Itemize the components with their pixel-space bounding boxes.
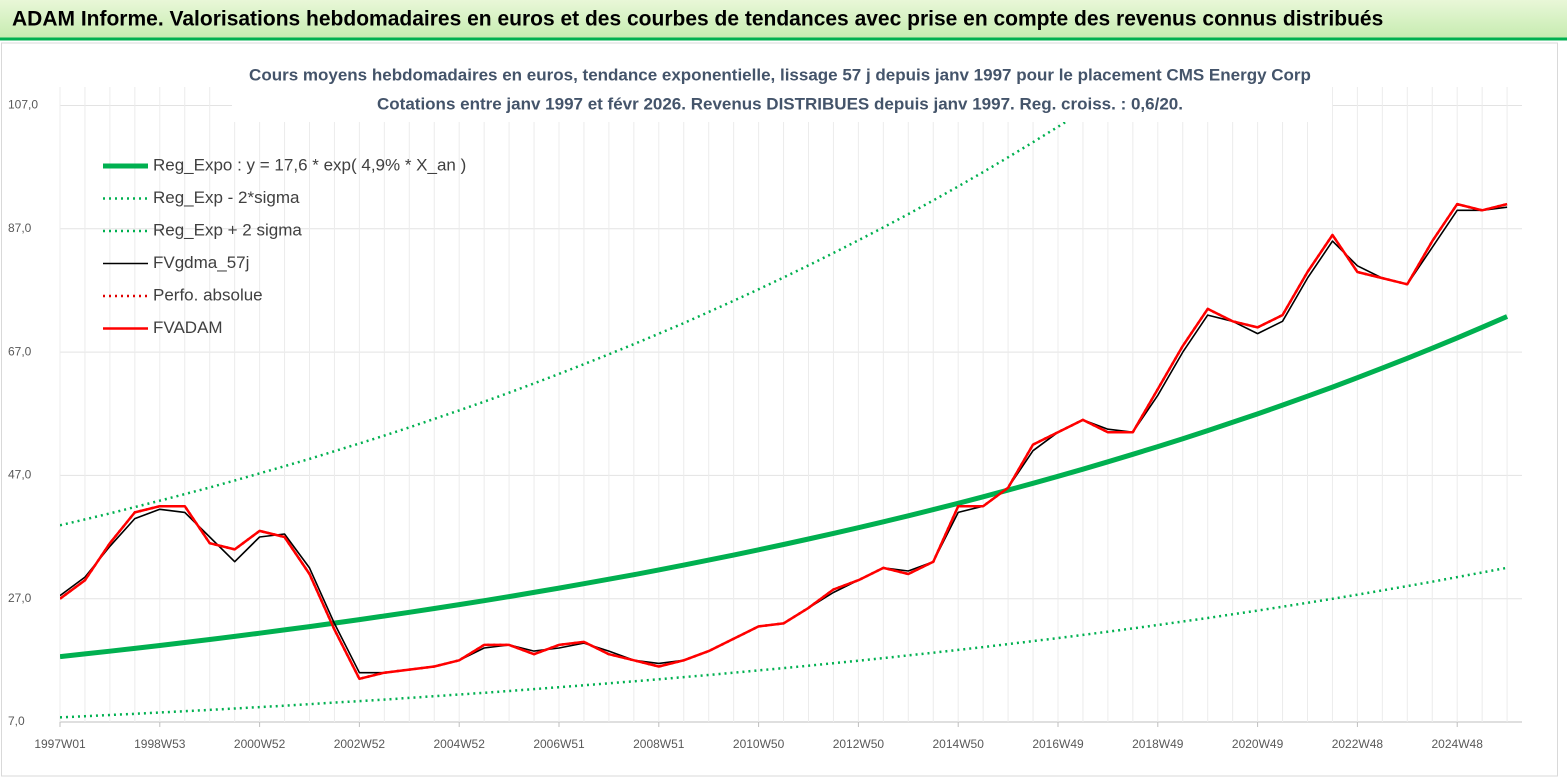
x-tick-label: 2016W49 <box>1032 737 1084 751</box>
x-tick-label: 2002W52 <box>334 737 386 751</box>
series-line <box>60 314 1509 660</box>
x-tick-label: 2004W52 <box>434 737 486 751</box>
x-tick-label: 2018W49 <box>1132 737 1184 751</box>
legend-label: Reg_Expo : y = 17,6 * exp( 4,9% * X_an ) <box>153 155 466 174</box>
subtitle: Cotations entre janv 1997 et févr 2026. … <box>377 94 1183 113</box>
x-tick-label: 1997W01 <box>34 737 86 751</box>
x-tick-label: 2024W48 <box>1432 737 1484 751</box>
title-bar <box>0 0 1567 38</box>
y-tick-label: 47,0 <box>8 468 32 482</box>
x-tick-label: 2014W50 <box>933 737 985 751</box>
y-tick-label: 87,0 <box>8 221 32 235</box>
legend-label: Perfo. absolue <box>153 285 263 304</box>
x-tick-label: 1998W53 <box>134 737 186 751</box>
x-tick-label: 2012W50 <box>833 737 885 751</box>
series-line <box>60 566 1508 719</box>
x-tick-label: 2008W51 <box>633 737 685 751</box>
y-tick-label: 27,0 <box>8 591 32 605</box>
series-line <box>60 202 1508 681</box>
x-tick-label: 2020W49 <box>1232 737 1284 751</box>
x-tick-label: 2022W48 <box>1332 737 1384 751</box>
y-tick-label: 7,0 <box>8 714 25 728</box>
legend-label: Reg_Exp - 2*sigma <box>153 188 300 207</box>
legend-label: Reg_Exp + 2 sigma <box>153 220 302 239</box>
y-tick-label: 107,0 <box>8 98 38 112</box>
subtitle-box <box>232 60 1332 122</box>
y-tick-label: 67,0 <box>8 344 32 358</box>
x-tick-label: 2010W50 <box>733 737 785 751</box>
x-tick-label: 2006W51 <box>533 737 585 751</box>
x-tick-label: 2000W52 <box>234 737 286 751</box>
chart-title: ADAM Informe. Valorisations hebdomadaire… <box>12 8 1383 31</box>
legend-label: FVADAM <box>153 318 223 337</box>
legend-label: FVgdma_57j <box>153 253 249 272</box>
subtitle: Cours moyens hebdomadaires en euros, ten… <box>249 65 1311 84</box>
chart-border <box>1 42 1558 777</box>
